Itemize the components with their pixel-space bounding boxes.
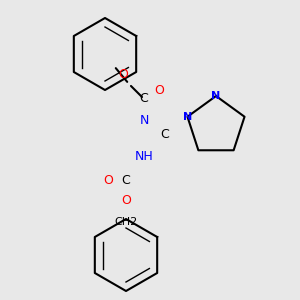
Text: O: O (103, 173, 113, 187)
Text: O: O (121, 194, 131, 208)
Text: NH: NH (135, 149, 153, 163)
Text: N: N (183, 112, 192, 122)
Text: N: N (212, 91, 220, 101)
Text: C: C (140, 92, 148, 106)
Text: N: N (139, 113, 149, 127)
Text: O: O (154, 83, 164, 97)
Text: O: O (118, 68, 128, 82)
Text: C: C (122, 173, 130, 187)
Text: C: C (160, 128, 169, 142)
Text: CH2: CH2 (114, 217, 138, 227)
